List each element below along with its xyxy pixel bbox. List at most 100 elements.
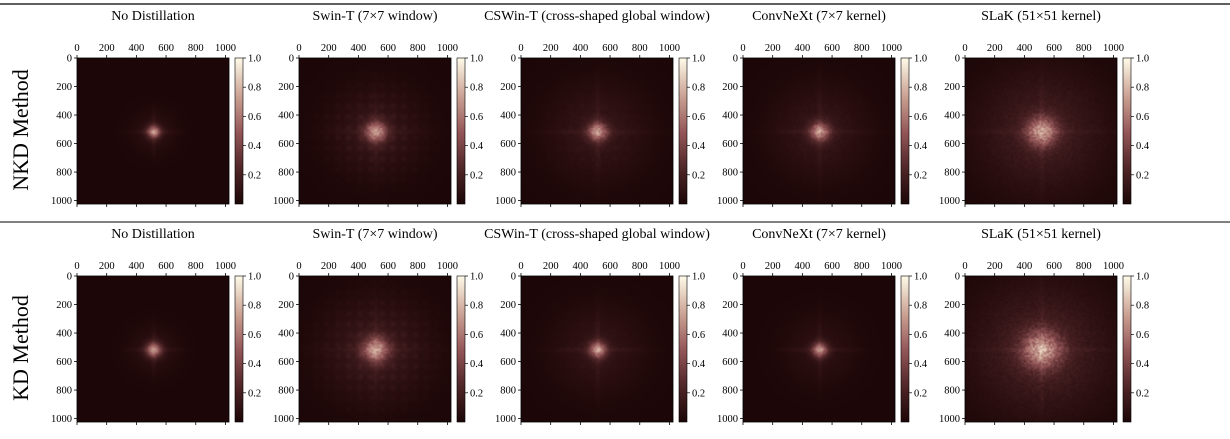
panel-title: SLaK (51×51 kernel) bbox=[981, 227, 1101, 242]
y-tick-label: 0 bbox=[289, 54, 294, 65]
colorbar-tick-label: 0.2 bbox=[248, 170, 261, 181]
colorbar-tick-label: 0.4 bbox=[914, 359, 928, 370]
colorbar bbox=[234, 57, 244, 205]
x-tick-label: 1000 bbox=[881, 43, 902, 54]
heatmap-panel: ConvNeXt (7×7 kernel) 0 200 400 600 800 1000 0 2… bbox=[717, 227, 928, 425]
y-tick-label: 200 bbox=[278, 82, 294, 93]
heatmap-image bbox=[965, 276, 1117, 422]
x-tick-label: 600 bbox=[158, 261, 174, 272]
x-tick-label: 400 bbox=[351, 261, 367, 272]
colorbar-tick-label: 0.2 bbox=[914, 170, 927, 181]
y-tick-label: 1000 bbox=[51, 414, 72, 425]
x-tick-label: 200 bbox=[543, 261, 559, 272]
colorbar-tick-label: 1.0 bbox=[692, 54, 705, 65]
x-tick-label: 200 bbox=[321, 261, 337, 272]
x-tick-label: 0 bbox=[962, 43, 967, 54]
colorbar-tick-label: 0.2 bbox=[470, 388, 483, 399]
heatmap-image bbox=[299, 276, 451, 422]
panel-title: ConvNeXt (7×7 kernel) bbox=[752, 9, 886, 24]
colorbar-tick-label: 0.4 bbox=[914, 141, 928, 152]
y-tick-label: 0 bbox=[511, 272, 516, 283]
axes-frame bbox=[76, 275, 230, 423]
heatmap-panel: SLaK (51×51 kernel) 0 200 400 600 800 1000 0 200… bbox=[939, 9, 1150, 207]
x-tick-label: 1000 bbox=[215, 261, 236, 272]
heatmap-panel: CSWin-T (cross-shaped global window) 0 200… bbox=[484, 227, 710, 425]
y-tick-label: 800 bbox=[56, 168, 72, 179]
x-tick-label: 1000 bbox=[437, 43, 458, 54]
colorbar-tick-label: 0.4 bbox=[1136, 359, 1150, 370]
heatmap-panel: ConvNeXt (7×7 kernel) 0 200 400 600 800 1000 0 2… bbox=[717, 9, 928, 207]
colorbar-tick-label: 0.4 bbox=[692, 141, 706, 152]
colorbar-tick-label: 0.2 bbox=[470, 170, 483, 181]
colorbar-tick-label: 0.4 bbox=[470, 141, 484, 152]
colorbar-tick-label: 0.6 bbox=[914, 330, 927, 341]
axes-frame bbox=[520, 57, 674, 205]
y-tick-label: 800 bbox=[500, 168, 516, 179]
x-tick-label: 0 bbox=[74, 43, 79, 54]
y-tick-label: 600 bbox=[500, 357, 516, 368]
x-tick-label: 200 bbox=[987, 43, 1003, 54]
colorbar-tick-label: 1.0 bbox=[1136, 54, 1149, 65]
colorbar bbox=[678, 57, 688, 205]
y-tick-label: 200 bbox=[56, 300, 72, 311]
colorbar-tick-label: 0.2 bbox=[914, 388, 927, 399]
y-tick-label: 800 bbox=[722, 168, 738, 179]
x-tick-label: 200 bbox=[321, 43, 337, 54]
y-tick-label: 0 bbox=[67, 54, 72, 65]
colorbar-tick-label: 0.2 bbox=[1136, 388, 1149, 399]
heatmap-image bbox=[77, 276, 229, 422]
x-tick-label: 800 bbox=[188, 261, 204, 272]
y-tick-label: 600 bbox=[944, 139, 960, 150]
y-tick-label: 200 bbox=[944, 82, 960, 93]
x-tick-label: 800 bbox=[854, 261, 870, 272]
heatmap-image bbox=[77, 58, 229, 204]
y-tick-label: 400 bbox=[500, 111, 516, 122]
y-tick-label: 1000 bbox=[717, 414, 738, 425]
x-tick-label: 1000 bbox=[659, 261, 680, 272]
colorbar-tick-label: 0.4 bbox=[692, 359, 706, 370]
y-tick-label: 1000 bbox=[717, 196, 738, 207]
panel-title: Swin-T (7×7 window) bbox=[312, 9, 437, 24]
x-tick-label: 400 bbox=[129, 261, 145, 272]
x-tick-label: 600 bbox=[380, 261, 396, 272]
heatmap-panels: No Distillation 0 200 400 600 800 1000 0 200 400 6… bbox=[51, 9, 1150, 425]
axes-frame bbox=[520, 275, 674, 423]
x-tick-label: 0 bbox=[74, 261, 79, 272]
x-tick-label: 200 bbox=[99, 261, 115, 272]
colorbar-tick-label: 0.2 bbox=[1136, 170, 1149, 181]
y-tick-label: 600 bbox=[722, 139, 738, 150]
y-tick-label: 600 bbox=[722, 357, 738, 368]
colorbar bbox=[900, 275, 910, 423]
y-tick-label: 800 bbox=[278, 386, 294, 397]
heatmap-panel: Swin-T (7×7 window) 0 200 400 600 800 1000 0 200… bbox=[273, 9, 484, 207]
axes-frame bbox=[964, 275, 1118, 423]
x-tick-label: 1000 bbox=[1103, 261, 1124, 272]
colorbar-tick-label: 1.0 bbox=[692, 272, 705, 283]
colorbar-tick-label: 0.6 bbox=[470, 112, 483, 123]
panel-title: No Distillation bbox=[111, 227, 195, 242]
colorbar-tick-label: 0.6 bbox=[1136, 330, 1149, 341]
x-tick-label: 800 bbox=[632, 261, 648, 272]
x-tick-label: 1000 bbox=[215, 43, 236, 54]
heatmap-image bbox=[743, 276, 895, 422]
panel-title: Swin-T (7×7 window) bbox=[312, 227, 437, 242]
panel-title: CSWin-T (cross-shaped global window) bbox=[484, 227, 710, 242]
heatmap-image bbox=[521, 276, 673, 422]
colorbar-tick-label: 0.6 bbox=[692, 330, 705, 341]
y-tick-label: 200 bbox=[722, 300, 738, 311]
colorbar-tick-label: 0.6 bbox=[692, 112, 705, 123]
y-tick-label: 1000 bbox=[939, 414, 960, 425]
colorbar-tick-label: 0.2 bbox=[692, 388, 705, 399]
x-tick-label: 0 bbox=[962, 261, 967, 272]
y-tick-label: 800 bbox=[278, 168, 294, 179]
x-tick-label: 0 bbox=[740, 43, 745, 54]
x-tick-label: 800 bbox=[1076, 261, 1092, 272]
x-tick-label: 400 bbox=[129, 43, 145, 54]
y-tick-label: 800 bbox=[500, 386, 516, 397]
axes-frame bbox=[964, 57, 1118, 205]
colorbar-tick-label: 0.2 bbox=[248, 388, 261, 399]
y-tick-label: 800 bbox=[722, 386, 738, 397]
x-tick-label: 400 bbox=[795, 43, 811, 54]
y-tick-label: 600 bbox=[278, 357, 294, 368]
row-label-kd: KD Method bbox=[8, 295, 33, 401]
